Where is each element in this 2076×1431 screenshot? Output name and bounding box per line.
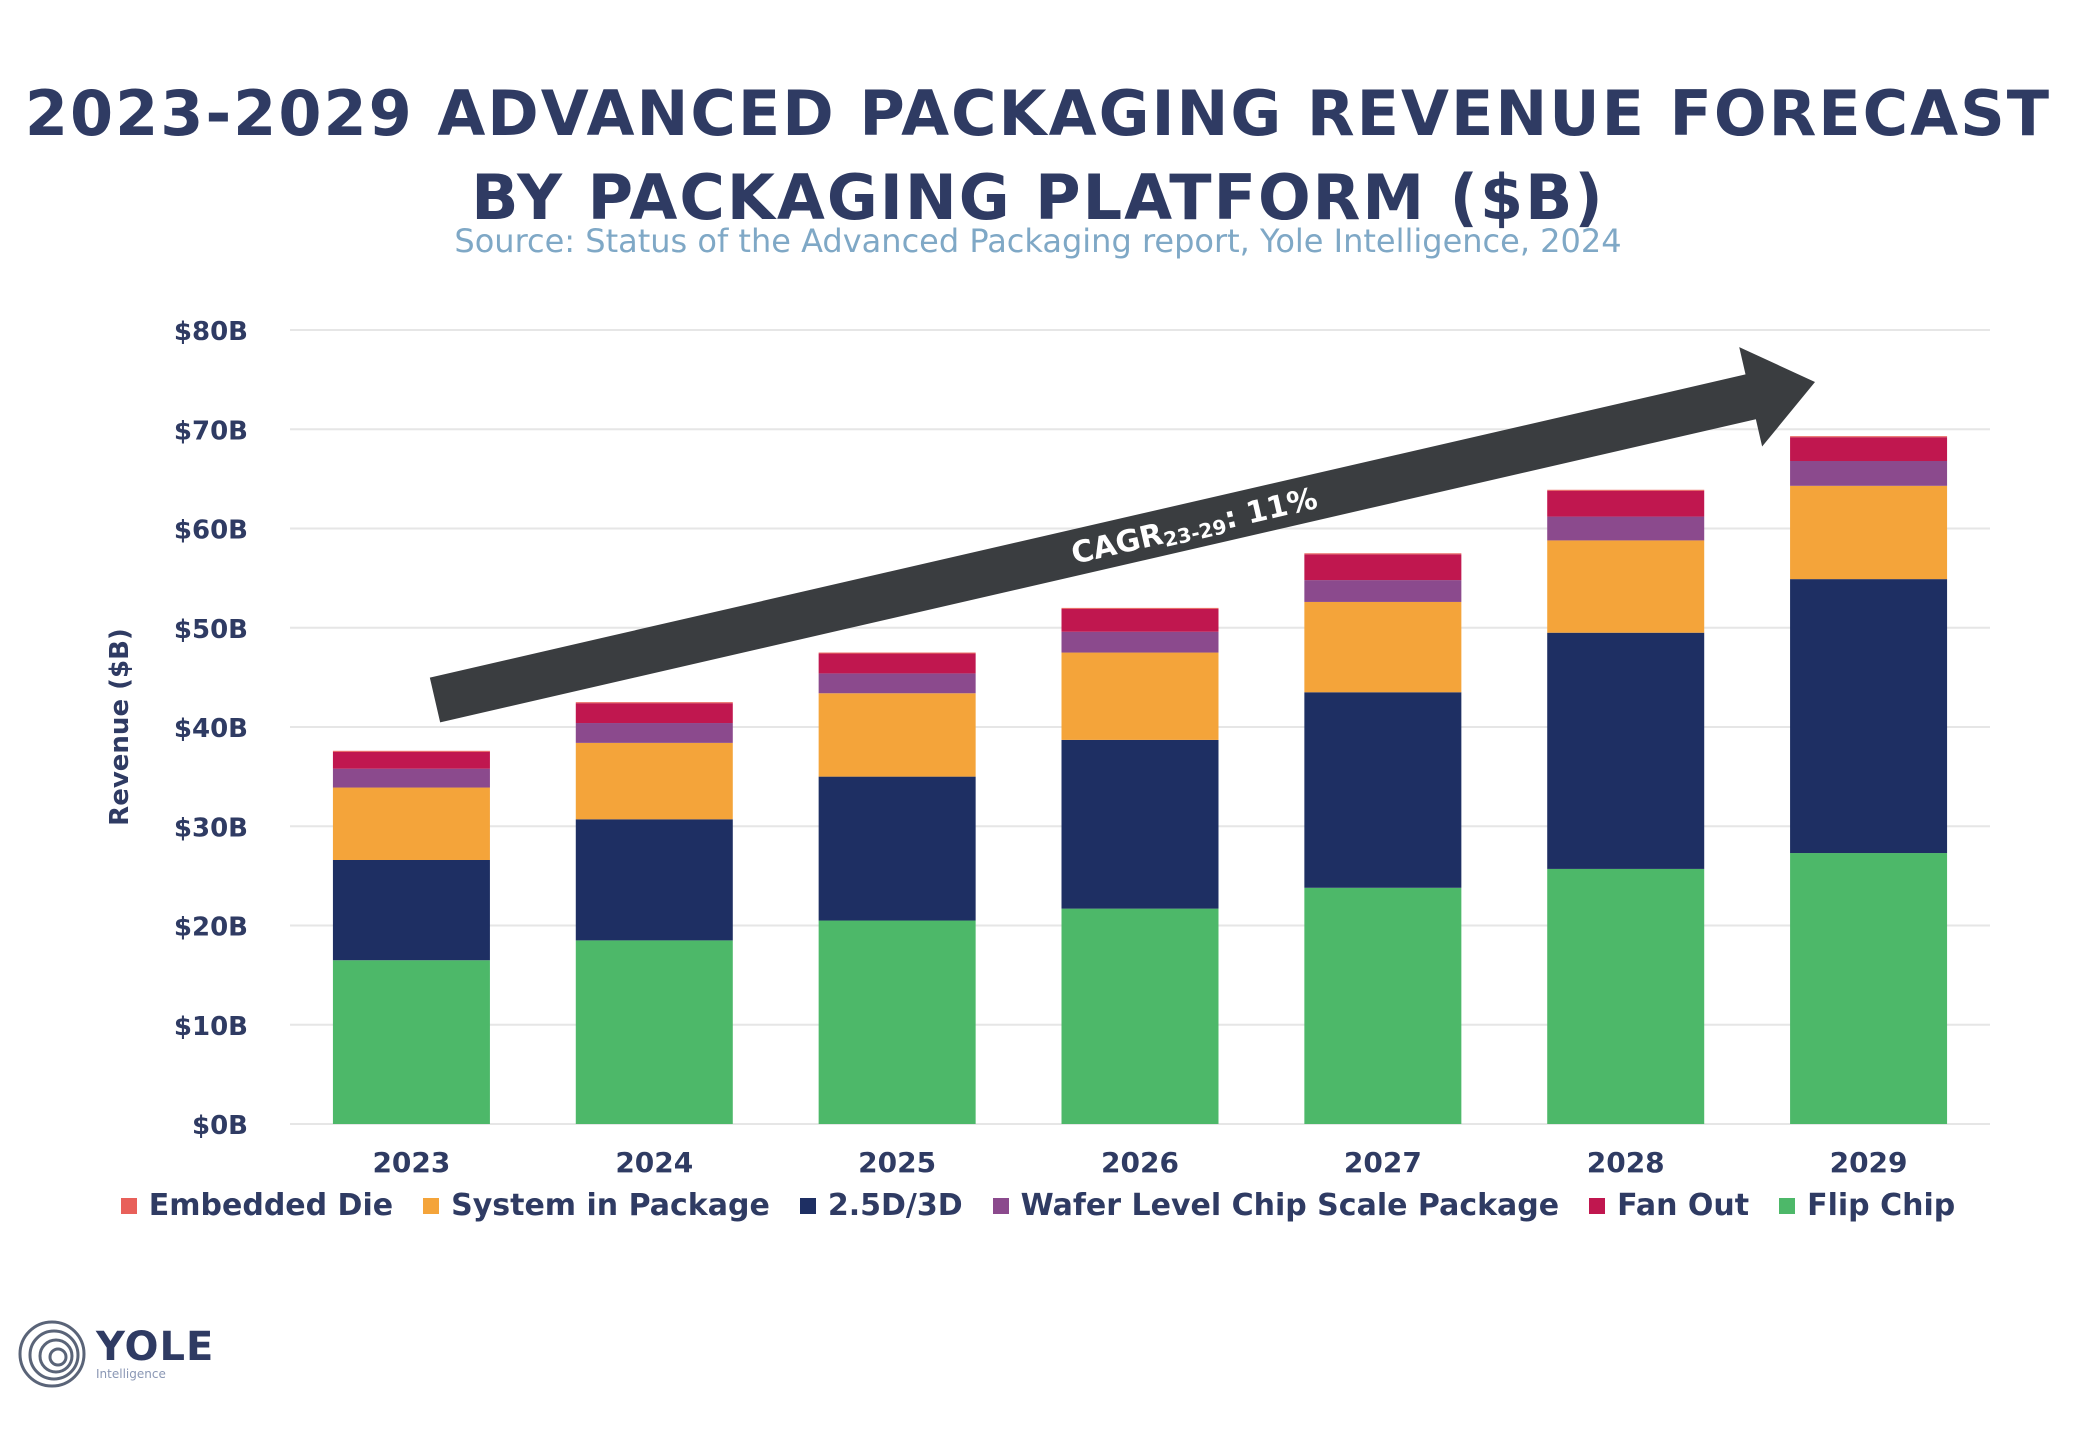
- cagr-arrow-shape: [429, 347, 1816, 723]
- legend-item: System in Package: [423, 1188, 770, 1223]
- bar-segment-flip-chip: [332, 960, 490, 1124]
- bar-segment-2-5d-3d: [818, 776, 976, 921]
- bar-segment-flip-chip: [575, 940, 733, 1124]
- bar-segment-system-in-package: [818, 693, 976, 777]
- bar-segment-embedded-die: [818, 652, 976, 654]
- bar-segment-wafer-level-chip-scale-package: [1304, 580, 1462, 602]
- bar-segment-flip-chip: [818, 920, 976, 1124]
- legend-item: Flip Chip: [1779, 1188, 1955, 1223]
- x-tick-label: 2024: [615, 1146, 693, 1179]
- bar-segment-system-in-package: [1304, 601, 1462, 693]
- bar-segment-wafer-level-chip-scale-package: [575, 723, 733, 743]
- y-tick-label: $80B: [174, 317, 248, 347]
- legend-label: 2.5D/3D: [827, 1188, 963, 1223]
- legend-label: Wafer Level Chip Scale Package: [1020, 1188, 1560, 1223]
- y-tick-label: $0B: [192, 1111, 248, 1141]
- legend-item: Wafer Level Chip Scale Package: [992, 1188, 1560, 1223]
- y-tick-label: $40B: [174, 714, 248, 744]
- bar-segment-embedded-die: [1790, 436, 1948, 438]
- legend-swatch: [423, 1197, 440, 1214]
- chart-legend: Embedded Die System in Package 2.5D/3D Wafe…: [0, 1188, 2076, 1223]
- bar-segment-fan-out: [1061, 608, 1219, 632]
- bar-segment-flip-chip: [1790, 853, 1948, 1124]
- logo-subname: Intelligence: [96, 1367, 166, 1381]
- bar-segment-fan-out: [575, 703, 733, 724]
- y-tick-label: $70B: [174, 416, 248, 446]
- x-tick-label: 2023: [372, 1146, 450, 1179]
- bar-segment-fan-out: [332, 751, 490, 769]
- bar-segment-embedded-die: [332, 750, 490, 752]
- y-tick-label: $30B: [174, 813, 248, 843]
- bar-segment-embedded-die: [1547, 489, 1705, 491]
- bar-segment-wafer-level-chip-scale-package: [1061, 631, 1219, 653]
- bar-segment-wafer-level-chip-scale-package: [818, 673, 976, 694]
- chart-title-line-1: 2023-2029 ADVANCED PACKAGING REVENUE FOR…: [24, 77, 2052, 150]
- bar-segment-2-5d-3d: [332, 859, 490, 961]
- bar-segment-wafer-level-chip-scale-package: [1790, 461, 1948, 486]
- legend-swatch: [120, 1197, 137, 1214]
- bar-segment-fan-out: [1790, 437, 1948, 462]
- bar-segment-fan-out: [1304, 554, 1462, 581]
- yole-logo: YOLE Intelligence: [16, 1318, 214, 1390]
- x-tick-label: 2025: [858, 1146, 936, 1179]
- bar-segment-embedded-die: [1304, 553, 1462, 555]
- bar-segment-embedded-die: [1061, 607, 1219, 609]
- legend-label: Fan Out: [1617, 1188, 1750, 1223]
- bar-segment-wafer-level-chip-scale-package: [332, 768, 490, 788]
- y-tick-label: $50B: [174, 615, 248, 645]
- y-axis-label: Revenue ($B): [105, 628, 135, 826]
- chart-title-line-2: BY PACKAGING PLATFORM ($B): [471, 161, 1605, 234]
- bar-segment-system-in-package: [575, 742, 733, 820]
- bar-segment-system-in-package: [1790, 485, 1948, 580]
- legend-label: Embedded Die: [148, 1188, 394, 1223]
- logo-name: YOLE: [96, 1324, 215, 1370]
- bar-segment-wafer-level-chip-scale-package: [1547, 516, 1705, 541]
- bar-segment-fan-out: [1547, 490, 1705, 517]
- bar-segment-2-5d-3d: [1790, 579, 1948, 854]
- legend-item: 2.5D/3D: [799, 1188, 963, 1223]
- bar-segment-flip-chip: [1547, 868, 1705, 1124]
- x-tick-label: 2028: [1587, 1146, 1665, 1179]
- legend-swatch: [1779, 1197, 1796, 1214]
- bar-segment-system-in-package: [332, 787, 490, 860]
- legend-label: Flip Chip: [1807, 1188, 1956, 1223]
- bar-segment-2-5d-3d: [1547, 632, 1705, 869]
- x-tick-label: 2029: [1830, 1146, 1908, 1179]
- y-tick-label: $20B: [174, 913, 248, 943]
- chart-subtitle: Source: Status of the Advanced Packaging…: [454, 222, 1622, 260]
- chart-title: 2023-2029 ADVANCED PACKAGING REVENUE FOR…: [0, 72, 2076, 240]
- x-tick-label: 2026: [1101, 1146, 1179, 1179]
- y-tick-label: $60B: [174, 516, 248, 546]
- legend-swatch: [1589, 1197, 1606, 1214]
- y-tick-label: $10B: [174, 1012, 248, 1042]
- legend-swatch: [992, 1197, 1009, 1214]
- yole-logo-icon: [18, 1320, 86, 1388]
- bar-segment-2-5d-3d: [575, 819, 733, 941]
- legend-label: System in Package: [451, 1188, 770, 1223]
- bar-segment-embedded-die: [575, 702, 733, 704]
- legend-item: Embedded Die: [120, 1188, 394, 1223]
- bar-segment-system-in-package: [1061, 652, 1219, 740]
- bar-segment-fan-out: [818, 653, 976, 674]
- bar-segment-2-5d-3d: [1304, 692, 1462, 888]
- bar-segment-flip-chip: [1061, 908, 1219, 1124]
- bar-segment-2-5d-3d: [1061, 739, 1219, 909]
- x-tick-label: 2027: [1344, 1146, 1422, 1179]
- legend-item: Fan Out: [1589, 1188, 1749, 1223]
- bar-segment-flip-chip: [1304, 887, 1462, 1124]
- bar-segment-system-in-package: [1547, 540, 1705, 633]
- legend-swatch: [799, 1197, 816, 1214]
